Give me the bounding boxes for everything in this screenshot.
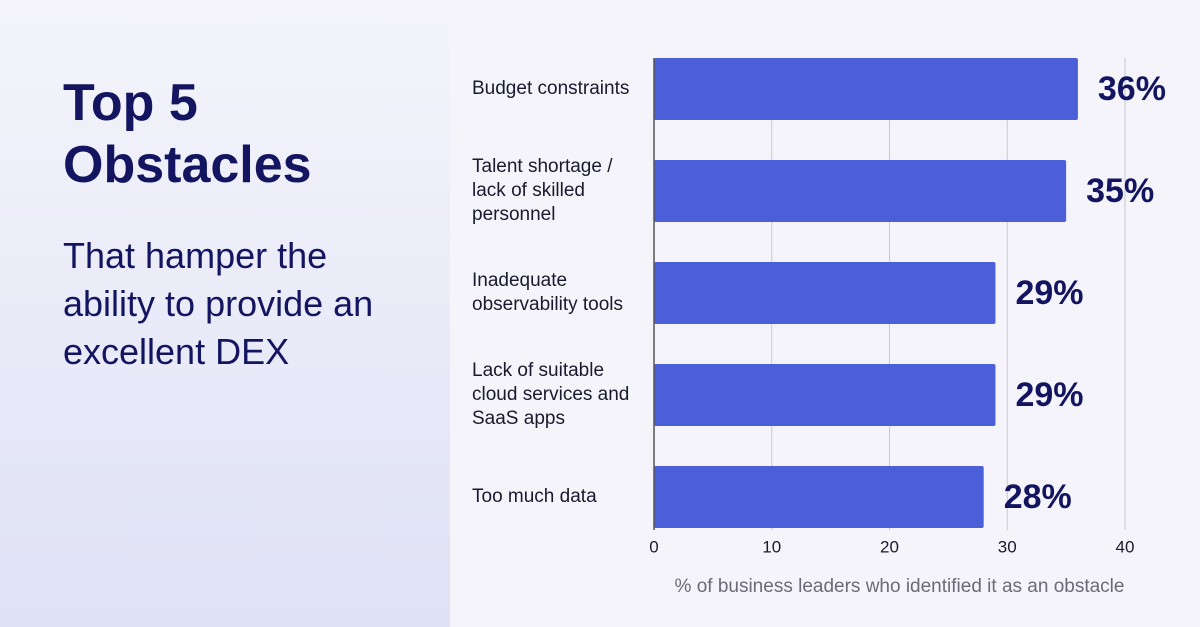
left-panel: [0, 0, 450, 627]
bar: [654, 364, 996, 426]
y-tick-label: Too much data: [472, 486, 597, 507]
x-axis-label: % of business leaders who identified it …: [675, 576, 1125, 597]
bar: [654, 160, 1067, 222]
value-label: 29%: [1015, 376, 1083, 414]
bar: [654, 466, 984, 528]
y-tick-label: Talent shortage / lack of skilled person…: [472, 156, 613, 225]
y-tick-label: Budget constraints: [472, 78, 630, 99]
value-label: 35%: [1086, 172, 1154, 210]
y-tick-label: Inadequate observability tools: [472, 270, 624, 315]
x-tick-label: 30: [998, 537, 1017, 556]
bar: [654, 58, 1078, 120]
y-tick-label: Lack of suitable cloud services and SaaS…: [472, 360, 630, 429]
x-tick-label: 40: [1116, 537, 1135, 556]
x-tick-label: 10: [762, 537, 781, 556]
value-label: 36%: [1098, 70, 1166, 108]
value-label: 28%: [1004, 478, 1072, 516]
chart-title: Top 5 Obstacles: [63, 74, 312, 194]
x-tick-label: 20: [880, 537, 899, 556]
chart-subtitle: That hamper the ability to provide an ex…: [63, 235, 374, 372]
bar: [654, 262, 996, 324]
value-label: 29%: [1015, 274, 1083, 312]
x-tick-label: 0: [649, 537, 658, 556]
